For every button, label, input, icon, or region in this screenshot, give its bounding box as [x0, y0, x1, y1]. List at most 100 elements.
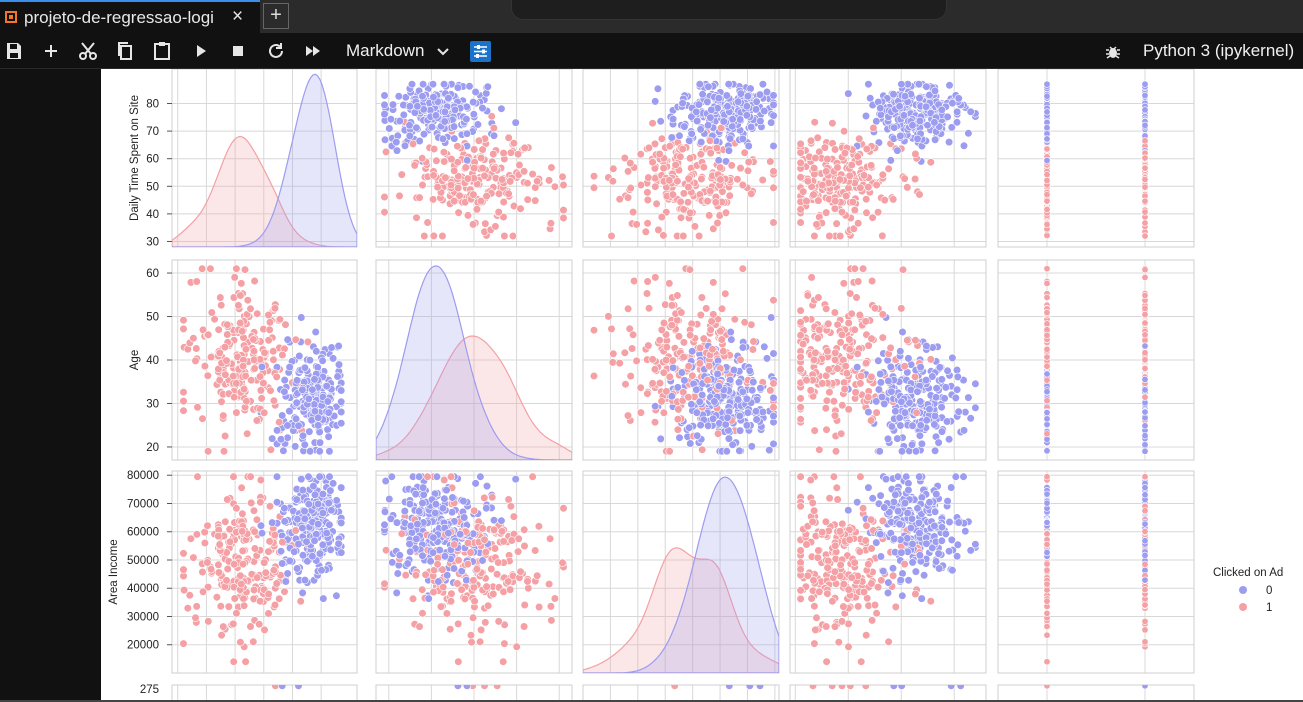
panel-r1-c3 [789, 259, 987, 461]
data-point [423, 218, 432, 227]
data-point [945, 517, 954, 527]
restart-icon [269, 43, 283, 58]
data-point [415, 193, 424, 202]
data-point [298, 385, 307, 395]
data-point [192, 530, 201, 539]
data-point [487, 112, 496, 121]
data-point [668, 114, 678, 124]
data-point [799, 339, 808, 349]
data-point [857, 371, 866, 381]
data-point [623, 193, 633, 202]
copy-button[interactable] [113, 39, 137, 63]
data-point [855, 310, 864, 320]
data-point [229, 657, 238, 666]
data-point [849, 224, 858, 233]
notebook-tab[interactable]: projeto-de-regressao-logi × [0, 0, 260, 33]
data-point [291, 414, 301, 423]
data-point [293, 564, 302, 573]
restart-button[interactable] [264, 39, 288, 63]
data-point [265, 537, 274, 546]
data-point [862, 359, 871, 368]
data-point [324, 408, 333, 417]
data-point [325, 447, 334, 456]
data-point [685, 265, 695, 274]
data-point [276, 547, 286, 556]
paste-button[interactable] [150, 39, 174, 63]
restart-run-all-button[interactable] [301, 39, 325, 63]
data-point [304, 394, 313, 404]
data-point [454, 172, 463, 181]
close-tab-icon[interactable]: × [232, 6, 244, 27]
data-point [453, 142, 462, 151]
new-tab-button[interactable]: + [263, 3, 289, 29]
data-point [803, 177, 812, 186]
data-point [628, 208, 638, 217]
data-point [243, 296, 252, 305]
data-point [712, 143, 722, 153]
data-point [913, 387, 922, 396]
data-point [856, 183, 865, 192]
data-point [463, 156, 472, 165]
data-point [756, 384, 765, 393]
data-point [400, 507, 409, 516]
data-point [246, 472, 255, 481]
stop-button[interactable] [226, 39, 250, 63]
cell-type-select[interactable]: Markdown [346, 41, 425, 60]
kernel-status[interactable]: Python 3 (ipykernel) [1143, 41, 1295, 60]
data-point [470, 145, 479, 154]
data-point [232, 609, 241, 618]
data-point [395, 551, 404, 560]
data-point [509, 139, 519, 148]
data-point [1043, 376, 1051, 384]
data-point [937, 403, 946, 412]
data-point [419, 129, 429, 139]
data-point [520, 525, 529, 534]
data-point [844, 405, 853, 414]
data-point [679, 231, 688, 241]
data-point [971, 403, 980, 412]
data-point [238, 509, 247, 518]
data-point [723, 102, 732, 111]
data-point [930, 420, 939, 429]
data-point [192, 277, 201, 286]
data-point [198, 414, 207, 423]
data-point [717, 335, 726, 344]
data-point [756, 116, 765, 126]
data-point [959, 426, 969, 435]
data-point [699, 334, 708, 343]
data-point [1043, 409, 1051, 417]
data-point [428, 548, 438, 557]
data-point [890, 123, 899, 132]
data-point [636, 150, 645, 159]
data-point [822, 304, 831, 313]
data-point [264, 589, 273, 599]
save-button[interactable] [2, 39, 26, 63]
data-point [397, 529, 406, 538]
data-point [388, 558, 397, 567]
run-button[interactable] [189, 39, 213, 63]
data-point [838, 401, 847, 410]
data-point [922, 341, 931, 351]
panel-marks [796, 80, 980, 241]
data-point [499, 148, 508, 158]
data-point [281, 320, 290, 329]
data-point [497, 104, 506, 113]
data-point [462, 129, 472, 138]
add-cell-button[interactable] [39, 39, 63, 63]
data-point [217, 631, 226, 640]
data-point [642, 289, 652, 298]
data-point [395, 116, 404, 126]
panel-r2-c2 [582, 470, 780, 674]
data-point [966, 414, 975, 423]
data-point [850, 264, 859, 273]
property-inspector-button[interactable] [470, 41, 491, 62]
data-point [249, 335, 258, 344]
data-point [431, 508, 440, 518]
data-point [514, 547, 523, 556]
chevron-down-icon[interactable] [436, 41, 450, 61]
data-point [314, 413, 323, 422]
data-point [1043, 92, 1051, 100]
bug-icon[interactable] [1104, 43, 1122, 61]
data-point [457, 567, 466, 576]
cut-button[interactable] [76, 39, 100, 63]
